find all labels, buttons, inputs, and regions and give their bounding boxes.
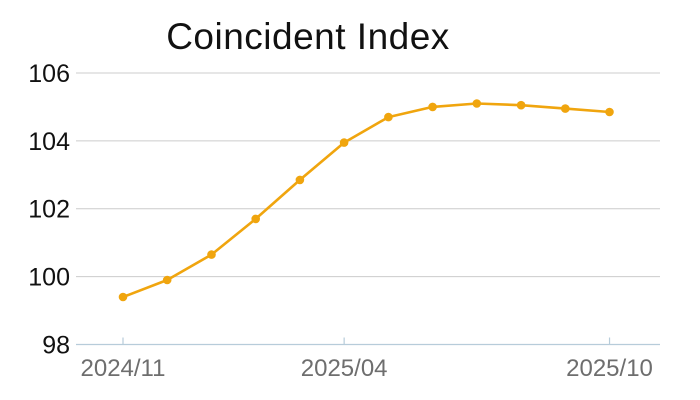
x-axis-tick-label: 2025/04 xyxy=(301,355,388,382)
data-point xyxy=(207,250,216,259)
y-axis-tick-label: 100 xyxy=(28,264,70,292)
y-axis-tick-label: 106 xyxy=(28,60,70,88)
chart-title: Coincident Index xyxy=(166,16,450,57)
data-point xyxy=(516,100,526,110)
data-point xyxy=(162,275,172,285)
x-axis-tick-label: 2025/10 xyxy=(566,355,653,382)
data-point xyxy=(295,175,305,185)
x-axis-tick-label: 2024/11 xyxy=(81,355,166,382)
data-point xyxy=(561,104,570,113)
data-point xyxy=(605,107,614,117)
data-point xyxy=(251,214,260,224)
data-point xyxy=(384,112,393,122)
data-point xyxy=(472,99,482,108)
data-point xyxy=(428,102,437,112)
y-axis-tick-label: 102 xyxy=(28,196,70,224)
series-line xyxy=(121,102,611,299)
data-point xyxy=(339,138,349,147)
y-axis-tick-label: 98 xyxy=(42,332,70,360)
data-point xyxy=(118,292,128,302)
y-axis-tick-label: 104 xyxy=(28,128,70,156)
